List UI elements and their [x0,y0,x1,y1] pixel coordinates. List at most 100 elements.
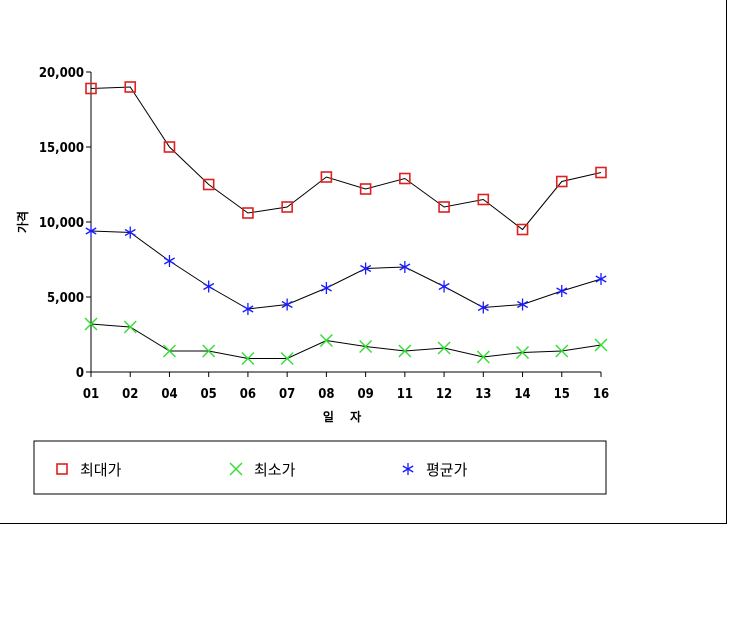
data-point-shape [438,201,450,213]
data-point-shape [516,223,529,236]
data-point-stroke-b [162,344,176,358]
y-axis-title: 가격 [15,211,30,233]
data-point [517,298,529,311]
y-tick-label: 10,000 [39,216,84,231]
data-point [477,301,489,314]
series-3 [85,225,607,315]
data-point [399,261,411,273]
x-tick-label: 01 [83,387,99,402]
data-point [202,178,215,191]
x-tick-label: 07 [279,387,295,402]
data-point-stroke-c [438,282,450,291]
data-point [320,171,333,183]
data-point [359,183,372,195]
data-point [594,338,608,352]
x-tick-label: 15 [554,387,570,402]
y-tick-label: 0 [76,366,84,381]
data-point-stroke-c [85,227,97,235]
x-tick-label: 05 [201,387,217,402]
data-point-stroke-c [477,303,489,312]
data-point [163,141,176,153]
data-point [242,207,254,219]
data-point-stroke-b [359,340,373,353]
data-point-stroke-c [360,264,372,273]
data-point-shape [595,166,607,179]
x-ticks: 01 02 04 05 06 07 08 09 11 12 13 14 15 16 [83,372,609,402]
data-point [398,344,412,358]
data-point [162,344,176,358]
legend-box [33,440,607,495]
y-tick-label: 20,000 [39,66,84,81]
legend-marker [402,463,414,475]
data-point [476,350,490,364]
data-point [516,346,530,359]
data-point-shape [281,201,293,213]
data-point-stroke-b [123,320,137,334]
legend-items: 최대가 최소가 평균가 [56,461,468,479]
x-tick-label: 08 [318,387,334,402]
data-point-stroke-c [556,287,568,295]
legend-item-3: 평균가 [402,461,468,479]
data-point-shape [85,82,97,95]
data-point [438,201,450,213]
data-point [280,352,294,365]
data-point [555,344,569,358]
data-point [124,81,137,93]
data-point-shape [242,207,254,219]
legend: 최대가 최소가 평균가 [33,440,607,495]
legend-item-1: 최대가 [56,461,122,479]
chart-frame [0,0,727,524]
data-point-shape [202,178,215,191]
legend-label: 평균가 [426,461,468,479]
data-point [84,317,98,331]
series-layer [84,81,608,365]
legend-marker-stroke-c [402,465,414,473]
data-point-stroke-b [476,350,490,364]
data-point [556,285,568,297]
x-tick-label: 04 [161,387,177,402]
data-point-shape [555,175,568,188]
y-tick-label: 5,000 [47,291,84,306]
legend-item-2: 최소가 [229,461,296,479]
legend-marker-shape [56,463,68,475]
data-point [477,193,490,206]
data-point [437,341,451,355]
data-point-stroke-c [163,257,175,265]
data-point-shape [359,183,372,195]
data-point-shape [399,172,411,185]
data-point-shape [124,81,137,93]
series-line [90,86,602,231]
x-tick-label: 13 [475,387,491,402]
data-point-stroke-c [242,305,254,313]
data-point [124,226,136,239]
data-point-stroke-c [595,275,607,283]
legend-marker-stroke-b [229,462,243,476]
data-point-stroke-b [437,341,451,355]
data-point-stroke-b [555,344,569,358]
data-point [399,172,411,185]
data-point [595,166,607,179]
series-1 [85,81,607,236]
data-point [85,225,97,237]
x-axis-title: 일 자 [323,409,367,424]
series-line [90,323,602,359]
data-point [555,175,568,188]
y-tick-label: 15,000 [39,141,84,156]
data-point-stroke-b [516,346,530,359]
x-tick-label: 09 [357,387,373,402]
data-point-stroke-c [281,300,293,309]
data-point-stroke-b [202,344,216,358]
data-point-shape [477,193,490,206]
data-point [359,340,373,353]
data-point-stroke-b [398,344,412,358]
legend-label: 최소가 [254,461,296,479]
data-point-stroke-b [319,334,333,347]
x-tick-label: 12 [436,387,452,402]
legend-label: 최대가 [80,461,122,479]
data-point-stroke-b [241,352,255,365]
x-tick-label: 02 [122,387,138,402]
data-point-stroke-b [280,352,294,365]
x-tick-label: 14 [514,387,530,402]
data-point [202,344,216,358]
